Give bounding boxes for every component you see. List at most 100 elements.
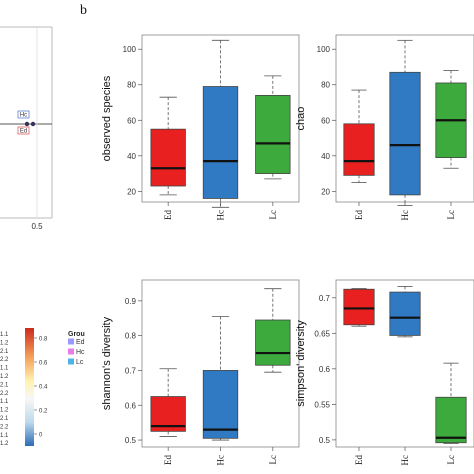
y-tick-label: 0.5 — [125, 436, 137, 445]
box-hc — [202, 39, 239, 208]
y-tick-label: 40 — [127, 152, 136, 161]
left-bottom-panel: 0.80.60.40.20 1.11.22.12.21.11.22.12.21.… — [0, 328, 85, 447]
colorbar-tick-label: 0.2 — [39, 409, 48, 415]
box-lc — [435, 362, 467, 444]
heatmap-row-labels: 1.1 1.2 2.1 2.2 1.1 1.2 2.1 2.2 1.1 1.2 2.1 2.2 1.1 1… — [0, 332, 9, 447]
ed-marker-box — [17, 126, 30, 135]
box-ed — [343, 288, 375, 327]
y-tick-label: 80 — [321, 81, 330, 90]
box-hc — [389, 39, 421, 206]
panel-letter: b — [80, 3, 87, 18]
x-tick-label: Hc — [216, 455, 226, 466]
boxplot-panels: 20 40 60 80 100 observed species Ed Hc Lc 20 40 60 8… — [101, 34, 474, 466]
y-axis-label: shannon's diversity — [101, 316, 113, 410]
y-axis-label: simpson' diversity — [295, 320, 307, 407]
colorbar-tick-label: 0 — [39, 433, 43, 439]
y-tick-label: 0.55 — [314, 400, 330, 409]
row-label: 2.1 — [0, 349, 9, 355]
row-label: 2.2 — [0, 424, 9, 430]
colorbar-tick-label: 0.6 — [39, 361, 48, 367]
sample-point — [24, 121, 30, 127]
x-tick-label: Ed — [163, 210, 173, 220]
row-label: 1.1 — [0, 399, 9, 405]
ed-marker-label: Ed — [20, 129, 27, 135]
y-tick-label: 40 — [321, 152, 330, 161]
row-label: 1.2 — [0, 441, 9, 447]
y-tick-label: 0.65 — [314, 329, 330, 338]
legend-label-lc: Lc — [76, 359, 84, 366]
row-label: 1.2 — [0, 408, 9, 414]
legend-swatch-hc — [68, 348, 74, 355]
y-tick-label: 0.7 — [319, 294, 331, 303]
row-label: 1.2 — [0, 340, 9, 346]
row-label: 1.2 — [0, 374, 9, 380]
legend-swatch-lc — [68, 358, 74, 365]
y-tick-label: 0.7 — [125, 366, 137, 375]
x-tick-label: Hc — [400, 210, 410, 221]
row-label: 1.1 — [0, 433, 9, 439]
box-body — [202, 370, 239, 439]
box-body — [255, 95, 291, 174]
left-top-panel: Hc Ed 0.5 — [0, 26, 53, 231]
x-tick-label: Ed — [354, 455, 364, 465]
box-body — [150, 128, 186, 187]
y-tick-label: 0.8 — [125, 332, 137, 341]
row-label: 2.2 — [0, 357, 9, 363]
boxplot-panel-3: 0.5 0.6 0.7 0.8 0.9 shannon's diversity Ed Hc Lc — [101, 279, 300, 466]
y-tick-label: 0.5 — [319, 436, 331, 445]
y-tick-label: 20 — [321, 187, 330, 196]
hc-marker-label: Hc — [20, 113, 27, 119]
box-lc — [255, 288, 291, 373]
box-ed — [150, 96, 186, 196]
x-tick-label: Hc — [400, 455, 410, 466]
boxplot-panel-1: 20 40 60 80 100 observed species Ed Hc Lc — [101, 34, 300, 221]
y-tick-label: 60 — [321, 116, 330, 125]
colorbar-tick-label: 0.4 — [39, 385, 48, 391]
legend-title: Grou — [68, 331, 85, 338]
y-tick-label: 0.9 — [125, 297, 137, 306]
x-tick-label: Ed — [163, 455, 173, 465]
box-hc — [389, 285, 421, 338]
colorbar-ticks: 0.8 0.6 0.4 0.2 0 — [34, 337, 48, 439]
y-axis-label: chao — [295, 107, 307, 131]
y-tick-label: 60 — [127, 116, 136, 125]
y-tick-label: 0.6 — [125, 401, 137, 410]
x-tick-label: Ed — [354, 210, 364, 220]
hc-marker-box — [17, 110, 30, 119]
row-label: 2.1 — [0, 382, 9, 388]
x-tick-label: Hc — [216, 210, 226, 221]
legend-swatch-ed — [68, 338, 74, 345]
left-x-tick: 0.5 — [31, 222, 43, 231]
row-label: 2.2 — [0, 391, 9, 397]
box-body — [343, 288, 375, 326]
y-tick-label: 80 — [127, 81, 136, 90]
box-lc — [255, 75, 291, 180]
box-ed — [150, 368, 186, 437]
sample-point — [30, 121, 36, 127]
x-tick-label: Lc — [268, 210, 278, 220]
box-body — [435, 396, 467, 444]
box-body — [389, 71, 421, 196]
legend: Ed Hc Lc — [68, 338, 85, 366]
box-body — [255, 319, 291, 366]
legend-label-hc: Hc — [76, 349, 85, 356]
boxplot-panel-2: 20 40 60 80 100 chao Ed Hc Lc — [295, 34, 474, 221]
y-tick-label: 20 — [127, 187, 136, 196]
x-tick-label: Lc — [446, 455, 456, 465]
colorbar-tick-label: 0.8 — [39, 337, 48, 343]
row-label: 2.1 — [0, 416, 9, 422]
row-label: 1.1 — [0, 366, 9, 372]
y-tick-label: 100 — [123, 45, 137, 54]
box-ed — [343, 89, 375, 183]
box-body — [202, 86, 239, 199]
row-label: 1.1 — [0, 332, 9, 338]
y-axis-label: observed species — [101, 75, 113, 161]
box-hc — [202, 316, 239, 441]
x-tick-label: Lc — [446, 210, 456, 220]
x-tick-label: Lc — [268, 455, 278, 465]
y-tick-label: 0.6 — [319, 365, 331, 374]
box-lc — [435, 70, 467, 169]
box-body — [389, 291, 421, 336]
boxplot-panel-4: 0.5 0.55 0.6 0.65 0.7 simpson' diversity Ed Hc L… — [295, 279, 474, 466]
